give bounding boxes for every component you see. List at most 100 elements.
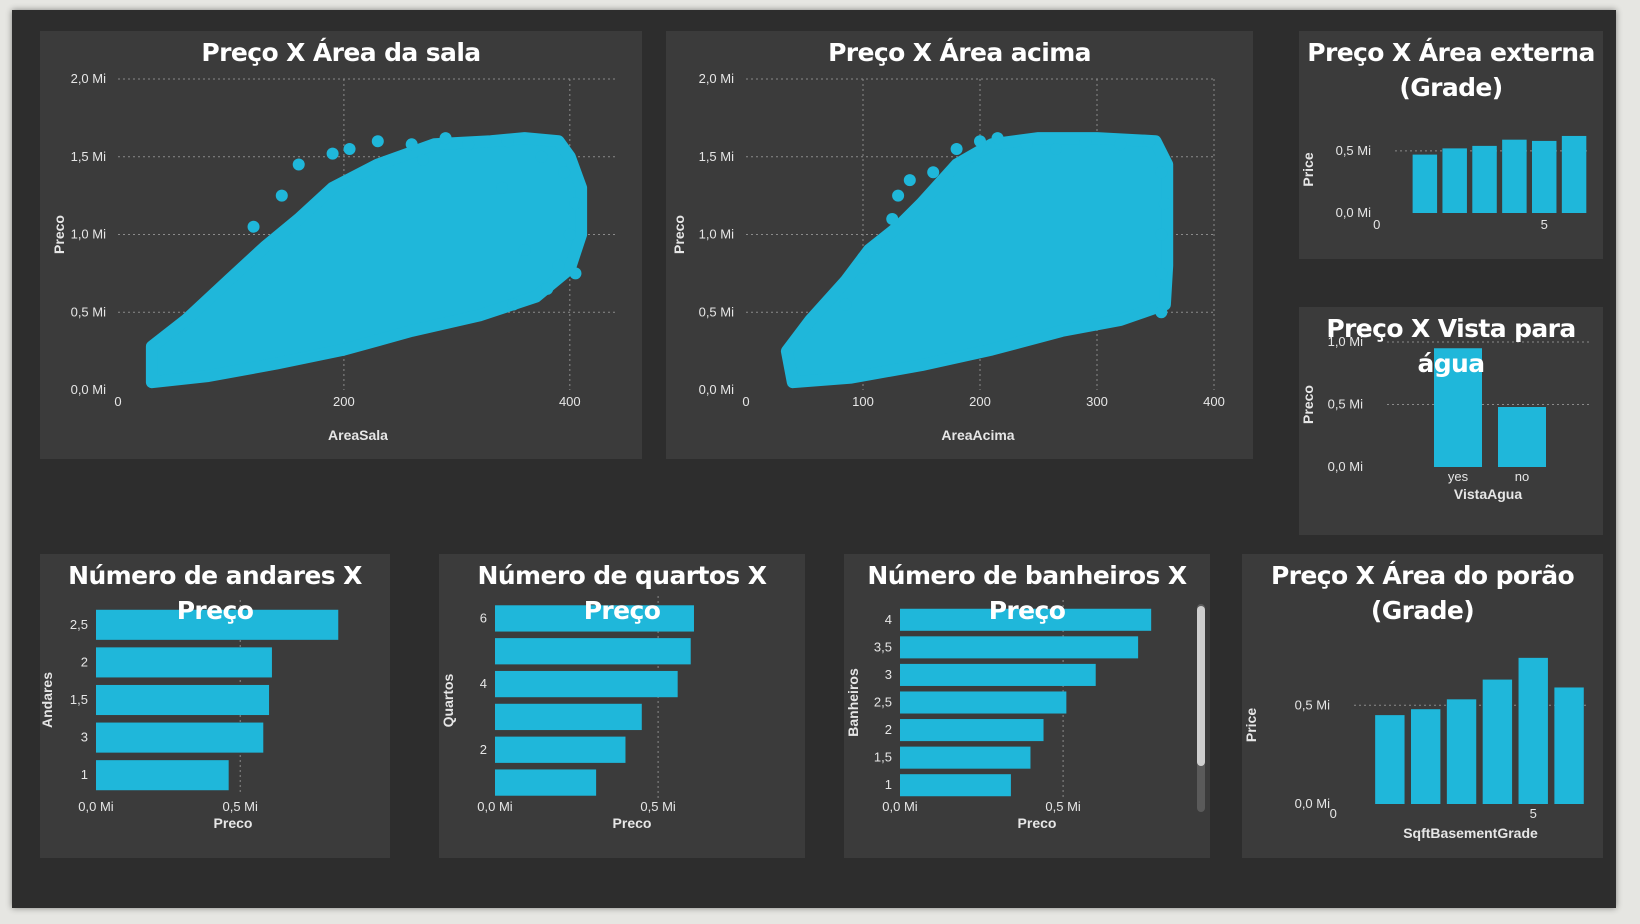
scatter-point: [275, 189, 288, 202]
tile-andares[interactable]: 0,0 Mi 0,5 Mi 2,5 2 1,5 3 1 Preco Andares Número…: [40, 554, 390, 858]
y-tick-label: 0,0 Mi: [1295, 796, 1331, 811]
y-axis-title: Price: [1300, 152, 1316, 186]
x-tick-label: 0,5 Mi: [640, 799, 676, 814]
bar: [1482, 679, 1513, 804]
scatter-point: [343, 142, 356, 155]
x-tick-label: 400: [1203, 394, 1225, 409]
y-tick-label: 3,5: [874, 639, 892, 654]
y-tick-label: 1,5 Mi: [71, 149, 107, 164]
x-axis-title: SqftBasementGrade: [1403, 825, 1538, 841]
y-tick-label: 2,5: [874, 695, 892, 710]
y-tick-label: 2,5: [70, 617, 88, 632]
scatter-point: [518, 244, 531, 257]
tile-area-sala[interactable]: 0,0 Mi 0,5 Mi 1,0 Mi 1,5 Mi 2,0 Mi 0 200 400 Are…: [40, 31, 642, 459]
scatter-point: [1079, 135, 1092, 148]
bar: [495, 670, 678, 698]
y-tick-label: 3: [885, 667, 892, 682]
scatter-point: [974, 135, 986, 148]
chart-title: Preço X Área do porão (Grade): [1270, 561, 1575, 625]
tile-porao[interactable]: 0,0 Mi 0,5 Mi 0 5 SqftBasementGrade Price Pre…: [1242, 554, 1603, 858]
scatter-point: [892, 189, 905, 202]
y-tick-label: 0,5 Mi: [1336, 143, 1372, 158]
scrollbar-thumb[interactable]: [1197, 606, 1205, 766]
point-cloud: [145, 132, 588, 389]
y-tick-label: 0,0 Mi: [1328, 459, 1364, 474]
scatter-point: [1155, 166, 1168, 179]
scatter-point: [541, 282, 554, 295]
tile-banheiros[interactable]: 0,0 Mi 0,5 Mi 4 3,5 3 2,5 2 1,5 1 Preco Banheiros …: [844, 554, 1210, 858]
bar: [1518, 657, 1548, 804]
scatter-point: [247, 220, 260, 233]
tile-vista-agua[interactable]: 0,0 Mi 0,5 Mi 1,0 Mi yes no VistaAgua Preco Pr…: [1299, 307, 1603, 535]
bar: [1410, 709, 1441, 804]
x-tick-label: 0: [114, 394, 121, 409]
bar: [96, 647, 272, 678]
bar: [1472, 145, 1497, 213]
scatter-point: [857, 251, 869, 264]
chart-title: Número de quartos X Preço: [477, 561, 768, 625]
x-axis-title: AreaSala: [328, 427, 388, 443]
scatter-point: [1143, 135, 1156, 148]
scatter-point: [552, 259, 565, 272]
x-axis-title: Preco: [214, 815, 253, 831]
y-tick-label: 2,0 Mi: [699, 71, 735, 86]
tile-area-acima[interactable]: 0,0 Mi 0,5 Mi 1,0 Mi 1,5 Mi 2,0 Mi 0 100 200 300…: [666, 31, 1253, 459]
scatter-point: [927, 166, 940, 179]
y-tick-label: 2,0 Mi: [71, 71, 107, 86]
y-tick-label: 1,5 Mi: [699, 149, 735, 164]
bar: [900, 608, 1152, 631]
bar: [96, 722, 264, 753]
y-axis-title: Preco: [51, 215, 67, 254]
vertical-scrollbar[interactable]: [1197, 604, 1205, 812]
y-tick-label: 1,5: [874, 750, 892, 765]
bar: [1442, 148, 1467, 213]
y-axis-title: Preco: [1300, 385, 1316, 424]
scatter-chart-area-sala: 0,0 Mi 0,5 Mi 1,0 Mi 1,5 Mi 2,0 Mi 0 200 400 Are…: [51, 71, 615, 443]
point-cloud: [780, 132, 1174, 389]
bar-chart-banheiros: 0,0 Mi 0,5 Mi 4 3,5 3 2,5 2 1,5 1 Preco Banheiros: [845, 600, 1152, 831]
x-tick-label: 0,5 Mi: [223, 799, 259, 814]
x-tick-label: 0: [1330, 806, 1337, 821]
scatter-point: [371, 135, 384, 148]
bar-chart-porao: 0,0 Mi 0,5 Mi 0 5 SqftBasementGrade Price: [1243, 657, 1587, 841]
y-axis-title: Andares: [40, 672, 55, 728]
chart-title: Número de banheiros X Preço: [867, 561, 1187, 625]
bar-chart-quartos: 0,0 Mi 0,5 Mi 6 4 2 Preco Quartos: [440, 596, 694, 831]
bar: [1554, 687, 1584, 804]
y-tick-label: 4: [885, 612, 892, 627]
bar: [1412, 154, 1438, 213]
scatter-point: [1050, 142, 1063, 155]
bar-chart-area-externa: 0,0 Mi 0,5 Mi 0 5 Price: [1300, 135, 1589, 232]
bar: [900, 636, 1139, 659]
bar: [1446, 699, 1477, 804]
scatter-point: [405, 138, 418, 151]
scatter-point: [1155, 306, 1168, 319]
bar: [900, 691, 1067, 714]
scatter-point: [903, 174, 916, 187]
scatter-point: [462, 138, 475, 151]
y-tick-label: 4: [480, 676, 487, 691]
scatter-chart-area-acima: 0,0 Mi 0,5 Mi 1,0 Mi 1,5 Mi 2,0 Mi 0 100 200 300…: [671, 71, 1225, 443]
scatter-point: [886, 212, 899, 225]
y-tick-label: 1: [81, 767, 88, 782]
scatter-point: [439, 132, 452, 145]
x-axis-title: Preco: [1018, 815, 1057, 831]
chart-title: Preço X Área externa (Grade): [1307, 38, 1595, 102]
x-tick-label: 0,0 Mi: [882, 799, 918, 814]
scatter-point: [569, 197, 582, 210]
bar: [900, 719, 1044, 742]
x-tick-label: 100: [852, 394, 874, 409]
bar: [495, 638, 691, 665]
y-tick-label: 1,5: [70, 692, 88, 707]
x-axis-title: AreaAcima: [941, 427, 1014, 443]
y-tick-label: 0,0 Mi: [699, 382, 735, 397]
bar: [96, 760, 229, 791]
tile-area-externa[interactable]: 0,0 Mi 0,5 Mi 0 5 Price Preço X Área externa…: [1299, 31, 1603, 259]
y-axis-title: Price: [1243, 708, 1259, 742]
scatter-point: [507, 298, 520, 311]
bar: [495, 605, 694, 632]
bar: [1531, 140, 1557, 213]
x-tick-label: 0,0 Mi: [78, 799, 114, 814]
tile-quartos[interactable]: 0,0 Mi 0,5 Mi 6 4 2 Preco Quartos Número de qu…: [439, 554, 805, 858]
scatter-point: [1020, 138, 1033, 151]
